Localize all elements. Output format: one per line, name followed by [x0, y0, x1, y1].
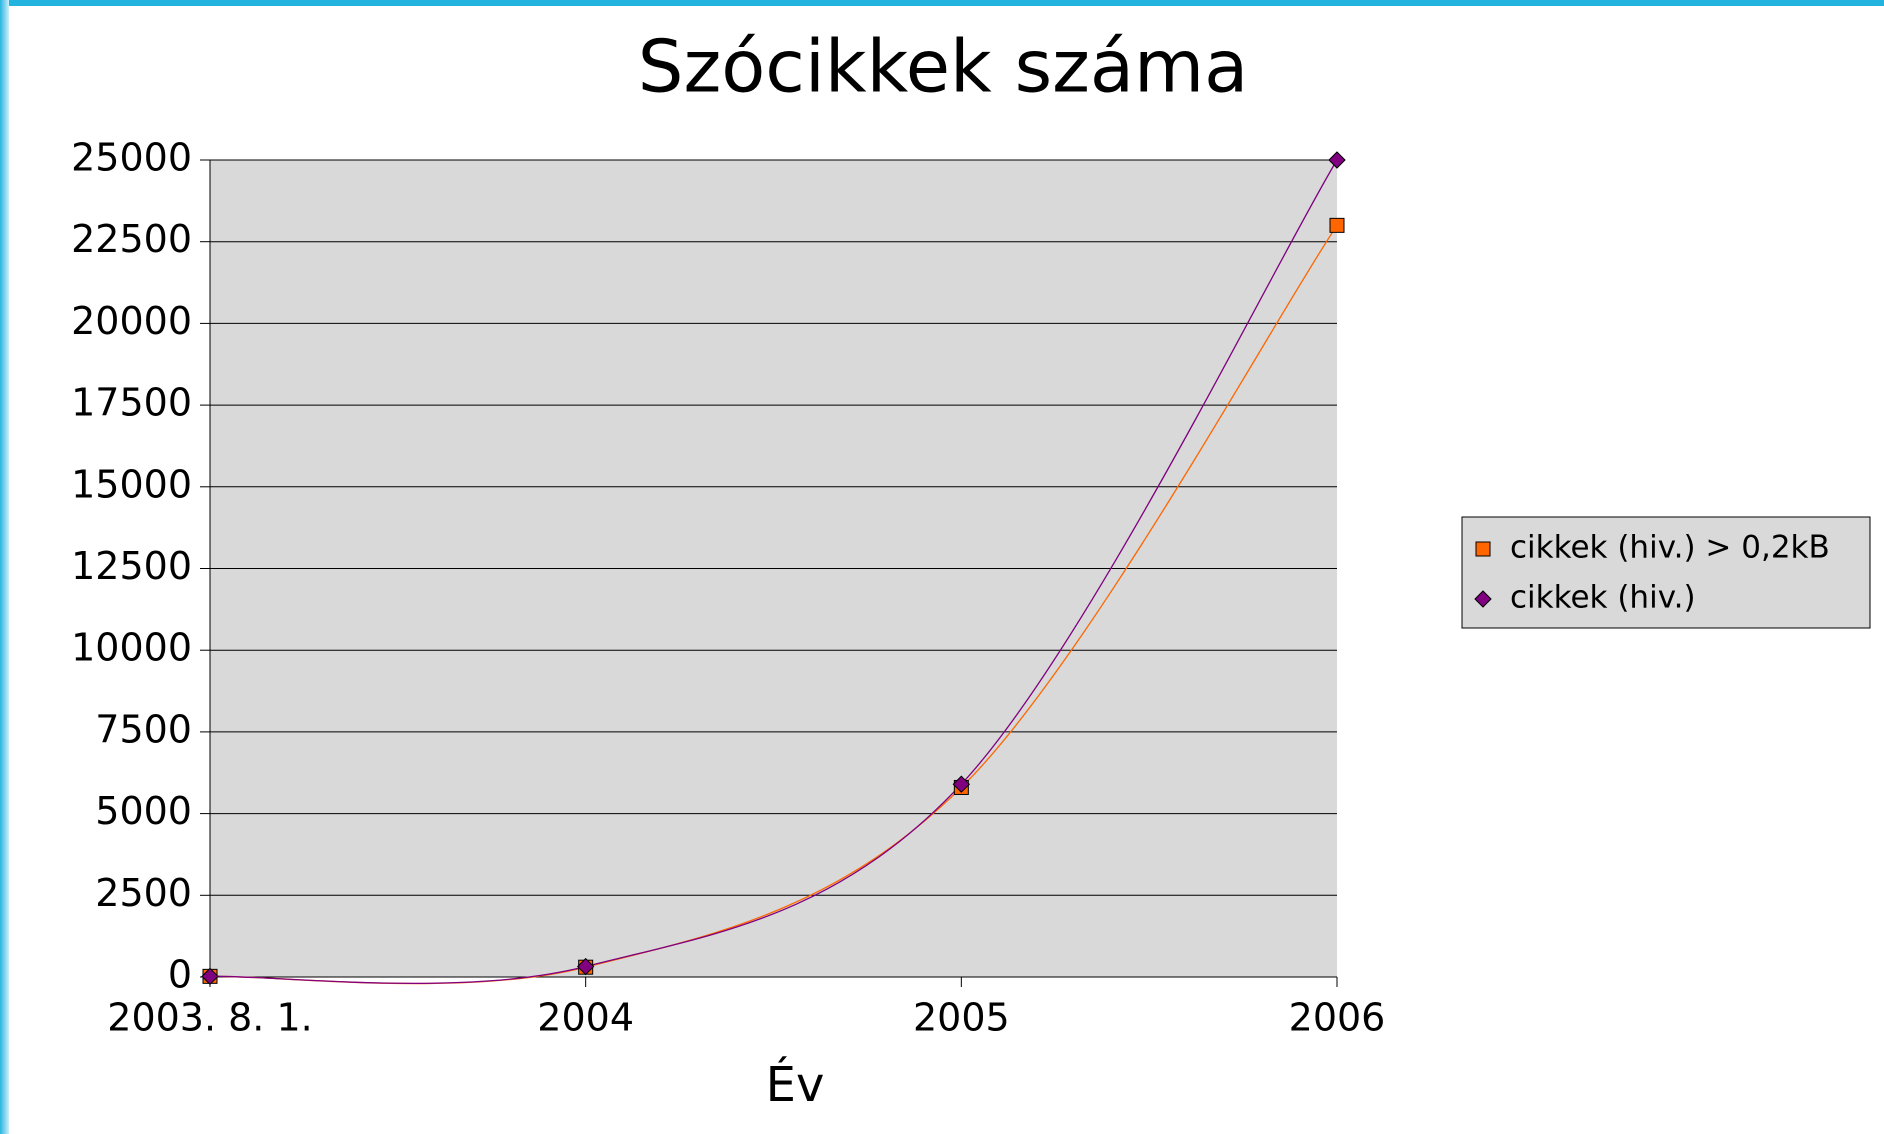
- marker: [1328, 151, 1346, 169]
- y-tick-label: 22500: [71, 217, 192, 261]
- legend-marker: [1474, 590, 1492, 608]
- y-tick-label: 20000: [71, 299, 192, 343]
- frame-edge: [0, 0, 9, 1134]
- y-tick-label: 7500: [95, 707, 192, 751]
- y-tick-label: 0: [168, 953, 192, 997]
- legend: [1461, 516, 1871, 629]
- y-tick-label: 12500: [71, 544, 192, 588]
- x-tick-label: 2006: [1289, 996, 1386, 1040]
- marker: [576, 957, 595, 976]
- y-tick-label: 2500: [95, 871, 192, 915]
- legend-marker: [1475, 541, 1491, 557]
- y-tick-label: 15000: [71, 462, 192, 506]
- legend-label: cikkek (hiv.): [1510, 580, 1696, 616]
- marker: [1329, 217, 1345, 233]
- x-tick-label: 2004: [537, 996, 634, 1040]
- y-tick-label: 17500: [71, 381, 192, 425]
- marker: [952, 775, 971, 793]
- x-tick-label: 2005: [913, 996, 1010, 1040]
- marker: [201, 967, 219, 986]
- y-tick-label: 5000: [95, 789, 192, 833]
- x-tick-label: 2003. 8. 1.: [107, 996, 312, 1040]
- series-line: [209, 159, 1338, 985]
- chart-title: Szócikkek száma: [638, 25, 1249, 109]
- x-axis-label: Év: [766, 1056, 825, 1113]
- y-tick-label: 10000: [71, 626, 192, 670]
- legend-label: cikkek (hiv.) > 0,2kB: [1510, 530, 1830, 566]
- y-tick-label: 25000: [71, 136, 192, 180]
